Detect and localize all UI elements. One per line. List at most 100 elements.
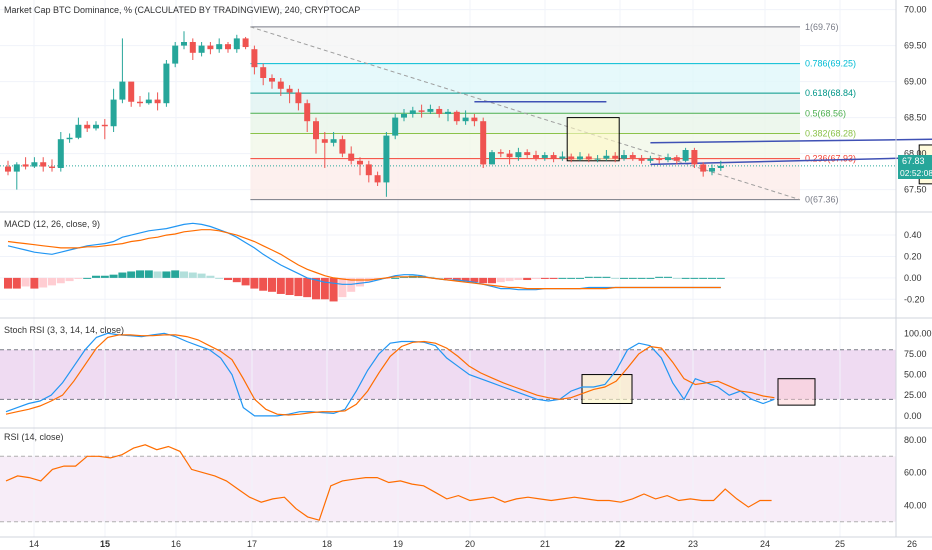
fib-level-label: 1(69.76) [805,22,839,32]
stoch-pane-label: Stoch RSI (3, 3, 14, 14, close) [4,325,124,335]
candle-body [189,42,196,53]
macd-histogram-bar [83,277,92,279]
macd-histogram-bar [241,277,250,286]
candle-body [656,158,663,161]
macd-histogram-bar [602,276,611,278]
macd-histogram-bar [285,277,294,296]
candle-body [673,157,680,161]
candle-body [453,111,460,122]
candle-body [638,157,645,161]
candle-body [225,44,231,50]
macd-pane [4,222,725,302]
candle-body [295,92,302,104]
stoch-k-line [5,332,775,417]
macd-histogram-bar [505,277,514,282]
candle-body [242,38,249,48]
price-tick-label: 69.00 [904,77,927,87]
macd-histogram-bar [391,277,400,279]
candle-body [717,165,724,168]
fib-zone [250,26,800,64]
macd-histogram-bar [215,277,224,279]
trend-line[interactable] [650,156,932,166]
candle-body [585,156,592,160]
candle-body [489,152,495,165]
fib-trend-line[interactable] [250,26,801,201]
macd-tick-label: 0.00 [904,273,922,283]
macd-histogram-bar [338,277,347,298]
candle-body [533,155,539,158]
macd-histogram-bar [664,276,672,278]
rsi-tick-label: 80.00 [904,435,927,445]
candle-body [436,108,443,114]
macd-histogram-bar [496,277,505,283]
price-tick-label: 69.50 [904,41,927,51]
stoch-band [0,349,896,400]
countdown-label: 02:52:08 [900,168,932,178]
x-tick-label: 25 [835,539,845,549]
candle-body [321,139,328,143]
macd-histogram-bar [268,277,276,292]
stoch-highlight-box[interactable] [581,374,633,404]
highlight-box[interactable] [566,117,620,162]
macd-histogram-bar [584,276,593,278]
macd-histogram-bar [320,277,329,300]
candle-body [57,139,64,168]
macd-histogram-bar [646,277,655,279]
candle-body [497,152,504,154]
candle-body [5,166,11,172]
candle-body [612,155,619,159]
candle-body [93,124,99,129]
price-tick-label: 68.00 [904,149,927,159]
macd-histogram-bar [461,277,470,282]
macd-histogram-bar [250,277,259,289]
macd-histogram-bar [329,277,338,302]
candle-body [313,121,319,140]
x-tick-label: 15 [100,539,110,549]
x-tick-label: 21 [540,539,550,549]
macd-histogram-bar [479,277,488,284]
candle-body [665,157,671,161]
macd-histogram-bar [452,277,461,281]
candle-body [163,63,170,104]
candle-body [207,45,214,50]
stoch-highlight-box[interactable] [777,378,816,406]
price-tick-label: 67.50 [904,185,927,195]
candle-body [172,45,179,64]
macd-histogram-bar [303,277,312,298]
candle-body [101,124,108,127]
macd-histogram-bar [65,277,74,282]
candle-body [40,162,47,167]
macd-histogram-bar [690,277,699,279]
macd-histogram-bar [576,277,584,279]
candle-body [49,166,55,168]
candle-body [550,155,557,159]
candle-body [409,110,416,114]
rsi-tick-label: 40.00 [904,500,927,510]
signal-line [7,229,721,290]
candle-body [682,150,689,161]
macd-histogram-bar [356,277,364,287]
candle-body [304,103,311,122]
macd-histogram-bar [144,270,153,278]
candle-body [700,164,707,172]
rsi-pane-label: RSI (14, close) [4,432,64,442]
macd-histogram-bar [655,276,664,278]
macd-line [7,222,721,291]
candle-body [445,111,451,114]
stoch-tick-label: 50.00 [904,370,927,380]
stoch-tick-label: 25.00 [904,390,927,400]
chart-title: Market Cap BTC Dominance, % (CALCULATED … [4,5,360,15]
pane-backgrounds [0,349,896,522]
macd-histogram-bar [549,277,558,279]
price-tick-label: 70.00 [904,5,927,15]
x-tick-label: 24 [760,539,770,549]
candle-body [647,158,654,161]
fibonacci-retracement[interactable]: 1(69.76) 0.786(69.25) 0.618(68.84) 0.5(68.5… [250,22,856,205]
x-tick-label: 17 [247,539,257,549]
stoch-d-line [5,334,775,416]
macd-histogram-bar [708,277,716,279]
candle-body [357,160,363,165]
trend-line[interactable] [650,138,932,144]
macd-histogram-bar [48,277,56,286]
